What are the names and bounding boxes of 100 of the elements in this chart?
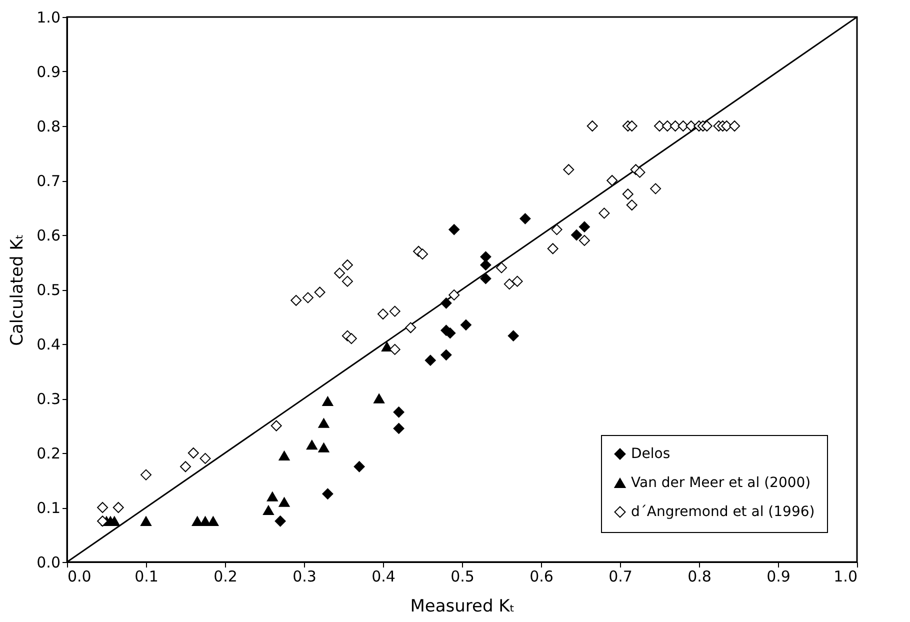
point (424, 354, 436, 366)
point (290, 294, 302, 306)
point (381, 342, 392, 352)
x-tick-label: 0.6 (530, 568, 554, 586)
point (342, 259, 353, 270)
point (563, 164, 574, 176)
x-tick-label: 0.8 (688, 568, 712, 586)
point (448, 224, 460, 236)
point (354, 461, 365, 472)
x-tick-label: 0.7 (608, 568, 632, 586)
point (571, 230, 582, 240)
point (346, 333, 357, 344)
point (274, 516, 286, 527)
point (650, 183, 662, 194)
point (578, 221, 590, 232)
point (306, 440, 318, 450)
x-tick-label: 0.3 (292, 568, 316, 586)
y-tick-label: 0.3 (36, 390, 60, 408)
point (662, 120, 673, 132)
point (480, 273, 492, 284)
point (97, 502, 108, 513)
y-tick-label: 0.9 (36, 63, 60, 81)
x-tick-label: 0.1 (134, 568, 158, 586)
x-tick-label: 0.5 (450, 568, 474, 586)
point (180, 461, 191, 472)
point (334, 268, 346, 279)
point (512, 276, 523, 287)
y-tick-label: 0.2 (36, 444, 60, 462)
point (342, 276, 353, 287)
point (192, 516, 203, 526)
y-axis-title: Calculated Kₜ (8, 234, 28, 346)
point (480, 259, 492, 270)
x-tick-label: 1.0 (834, 568, 858, 586)
x-axis-title: Measured Kₜ (410, 596, 515, 616)
point (460, 319, 472, 330)
x-tick-label: 0.9 (766, 568, 790, 586)
point (97, 516, 108, 527)
point (508, 330, 519, 342)
x-tick-label: 0.0 (68, 568, 92, 586)
legend-label: Van der Meer et al (2000) (631, 475, 811, 491)
point (112, 502, 124, 513)
point (440, 298, 452, 309)
point (598, 208, 610, 219)
point (405, 322, 416, 334)
point (278, 497, 290, 507)
legend-label: Delos (631, 446, 670, 462)
point (686, 120, 697, 132)
point (626, 120, 638, 132)
point (266, 492, 278, 502)
point (270, 420, 282, 432)
point (634, 166, 646, 178)
y-tick-label: 0.5 (36, 281, 60, 299)
point (440, 349, 452, 360)
y-tick-label: 0.4 (36, 336, 60, 354)
y-tick-label: 0.6 (36, 226, 60, 244)
point (520, 213, 531, 224)
point (374, 394, 385, 404)
point (586, 120, 598, 132)
point (654, 120, 665, 132)
point (729, 120, 740, 132)
point (496, 262, 507, 274)
point (200, 452, 211, 464)
point (140, 469, 152, 480)
point (393, 406, 404, 418)
point (622, 188, 634, 200)
y-tick-label: 0.8 (36, 118, 60, 136)
point (578, 234, 590, 246)
point (551, 224, 562, 236)
point (322, 396, 334, 406)
point (318, 418, 330, 428)
point (389, 306, 400, 317)
point (188, 448, 199, 458)
point (262, 505, 274, 516)
point (208, 516, 219, 526)
y-tick-label: 1.0 (36, 8, 60, 26)
y-tick-label: 0.7 (36, 172, 60, 190)
point (314, 286, 326, 298)
y-tick-label: 0.0 (36, 554, 60, 572)
point (678, 120, 689, 132)
point (378, 308, 388, 320)
point (417, 248, 428, 260)
point (318, 442, 330, 452)
point (480, 251, 492, 262)
point (504, 278, 515, 290)
legend-label: d´Angremond et al (1996) (631, 504, 815, 520)
x-tick-label: 0.2 (214, 568, 238, 586)
point (278, 450, 290, 461)
point (393, 422, 404, 434)
point (140, 516, 152, 526)
point (606, 175, 618, 186)
x-tick-label: 0.4 (372, 568, 396, 586)
point (701, 120, 712, 132)
point (721, 120, 732, 132)
point (200, 516, 211, 526)
point (626, 200, 638, 211)
point (448, 289, 460, 300)
point (547, 243, 558, 254)
y-tick-label: 0.1 (36, 499, 60, 517)
point (322, 488, 334, 500)
point (302, 292, 314, 304)
